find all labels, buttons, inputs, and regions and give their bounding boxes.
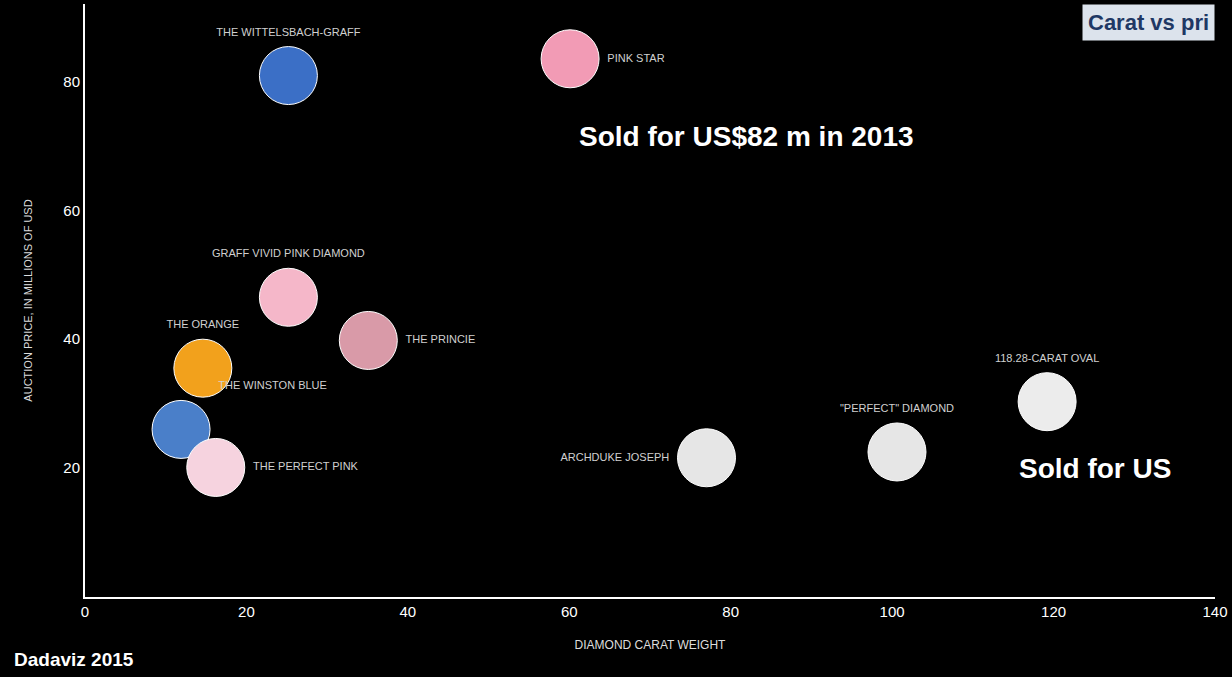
svg-text:40: 40 — [400, 603, 417, 620]
svg-text:120: 120 — [1041, 603, 1066, 620]
svg-text:THE PRINCIE: THE PRINCIE — [406, 333, 476, 345]
svg-text:80: 80 — [722, 603, 739, 620]
svg-text:AUCTION PRICE, IN MILLIONS OF: AUCTION PRICE, IN MILLIONS OF USD — [22, 199, 34, 401]
svg-text:60: 60 — [63, 202, 80, 219]
svg-text:20: 20 — [238, 603, 255, 620]
svg-text:"PERFECT" DIAMOND: "PERFECT" DIAMOND — [840, 402, 954, 414]
svg-text:40: 40 — [63, 330, 80, 347]
svg-text:140: 140 — [1202, 603, 1227, 620]
svg-text:THE WITTELSBACH-GRAFF: THE WITTELSBACH-GRAFF — [216, 26, 361, 38]
svg-text:60: 60 — [561, 603, 578, 620]
svg-text:GRAFF VIVID PINK DIAMOND: GRAFF VIVID PINK DIAMOND — [212, 247, 365, 259]
svg-text:Sold for US$82 m in 2013: Sold for US$82 m in 2013 — [579, 121, 914, 152]
svg-text:80: 80 — [63, 73, 80, 90]
svg-text:ARCHDUKE JOSEPH: ARCHDUKE JOSEPH — [560, 451, 669, 463]
svg-text:THE WINSTON BLUE: THE WINSTON BLUE — [218, 379, 327, 391]
svg-text:DIAMOND CARAT WEIGHT: DIAMOND CARAT WEIGHT — [575, 638, 727, 652]
svg-text:PINK STAR: PINK STAR — [607, 52, 664, 64]
svg-text:Dadaviz 2015: Dadaviz 2015 — [14, 649, 134, 670]
svg-text:100: 100 — [880, 603, 905, 620]
svg-text:Carat vs pri: Carat vs pri — [1088, 10, 1209, 35]
svg-text:THE ORANGE: THE ORANGE — [166, 318, 239, 330]
svg-text:0: 0 — [81, 603, 89, 620]
svg-text:Sold for US: Sold for US — [1019, 453, 1171, 484]
svg-text:THE PERFECT PINK: THE PERFECT PINK — [253, 460, 359, 472]
svg-text:118.28-CARAT OVAL: 118.28-CARAT OVAL — [995, 352, 1099, 364]
svg-text:20: 20 — [63, 459, 80, 476]
